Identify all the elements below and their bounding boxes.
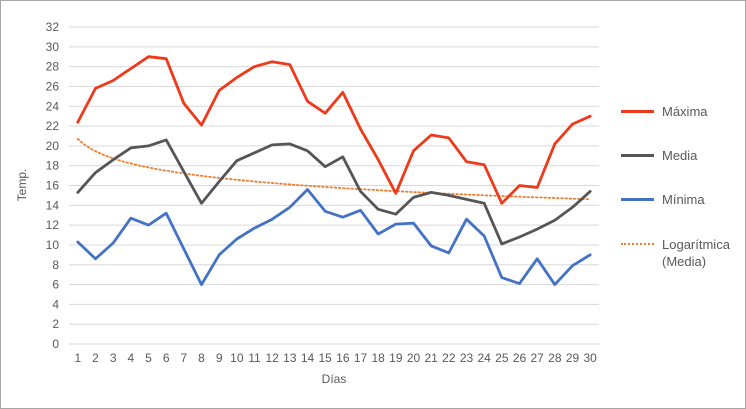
legend-dotted-swatch: [621, 243, 654, 245]
y-tick-label: 0: [52, 337, 59, 351]
x-tick-label: 24: [477, 351, 491, 365]
y-tick-label: 4: [52, 297, 59, 311]
y-tick-label: 22: [46, 119, 60, 133]
x-tick-label: 9: [216, 351, 223, 365]
x-tick-label: 15: [318, 351, 332, 365]
y-tick-label: 2: [52, 317, 59, 331]
y-tick-label: 30: [46, 40, 60, 54]
legend-label: Media: [662, 148, 698, 163]
y-tick-label: 20: [46, 139, 60, 153]
legend-item-minima[interactable]: Mínima: [621, 191, 705, 208]
series-line-minima[interactable]: [76, 188, 592, 287]
y-tick-label: 6: [52, 278, 59, 292]
legend-line-swatch: [621, 198, 654, 201]
x-tick-label: 28: [548, 351, 562, 365]
y-tick-label: 16: [46, 179, 60, 193]
x-tick-label: 14: [301, 351, 315, 365]
series-line-media[interactable]: [76, 138, 592, 246]
legend-item-media[interactable]: Media: [621, 147, 697, 164]
series-line-maxima[interactable]: [76, 55, 592, 205]
y-tick-label: 12: [46, 218, 60, 232]
y-tick-label: 18: [46, 159, 60, 173]
x-tick-label: 16: [336, 351, 350, 365]
x-tick-label: 12: [265, 351, 279, 365]
y-tick-label: 8: [52, 258, 59, 272]
legend-item-trendline[interactable]: Logarítmica (Media): [621, 236, 730, 270]
x-tick-label: 22: [442, 351, 456, 365]
x-tick-label: 6: [163, 351, 170, 365]
x-tick-label: 13: [283, 351, 297, 365]
x-tick-label: 23: [460, 351, 474, 365]
y-axis-title: Temp.: [15, 168, 29, 202]
trendline-logarithmic[interactable]: [76, 138, 592, 201]
y-tick-label: 28: [46, 60, 60, 74]
legend-line-swatch: [621, 154, 654, 157]
x-tick-label: 2: [92, 351, 99, 365]
y-tick-label: 14: [46, 198, 60, 212]
x-tick-label: 4: [127, 351, 134, 365]
x-tick-label: 30: [583, 351, 597, 365]
x-tick-label: 3: [110, 351, 117, 365]
x-tick-label: 1: [74, 351, 81, 365]
x-tick-label: 7: [180, 351, 187, 365]
x-tick-label: 17: [354, 351, 368, 365]
x-tick-label: 10: [230, 351, 244, 365]
x-tick-label: 18: [371, 351, 385, 365]
y-tick-label: 26: [46, 79, 60, 93]
legend-label: Mínima: [662, 192, 705, 207]
x-tick-label: 26: [513, 351, 527, 365]
legend-line-swatch: [621, 110, 654, 113]
x-axis-title: Días: [321, 372, 347, 386]
x-tick-label: 11: [248, 351, 261, 365]
x-tick-label: 19: [389, 351, 403, 365]
y-tick-label: 24: [46, 99, 60, 113]
x-tick-label: 27: [530, 351, 544, 365]
x-tick-label: 29: [566, 351, 580, 365]
y-tick-label: 10: [46, 238, 60, 252]
x-tick-label: 25: [495, 351, 509, 365]
x-tick-label: 5: [145, 351, 152, 365]
x-tick-label: 8: [198, 351, 205, 365]
legend-label: Máxima: [662, 104, 708, 119]
legend-label: Logarítmica (Media): [662, 237, 730, 269]
legend-item-maxima[interactable]: Máxima: [621, 103, 708, 120]
x-tick-label: 20: [407, 351, 421, 365]
x-tick-label: 21: [424, 351, 438, 365]
y-tick-label: 32: [46, 20, 60, 34]
